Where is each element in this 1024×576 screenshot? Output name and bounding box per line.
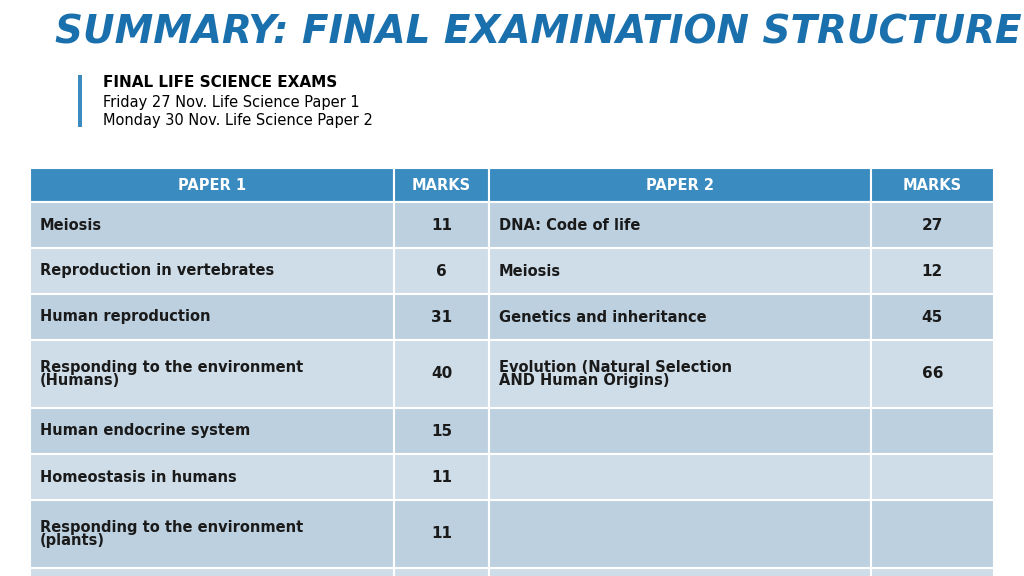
Bar <box>488 340 870 408</box>
Bar <box>394 568 488 576</box>
Bar <box>394 500 488 568</box>
Bar <box>870 340 994 408</box>
Text: PAPER 2: PAPER 2 <box>646 177 714 192</box>
Bar <box>870 454 994 500</box>
Text: (plants): (plants) <box>40 533 105 548</box>
Bar <box>30 454 394 500</box>
Text: Meiosis: Meiosis <box>499 263 561 279</box>
Bar <box>78 75 82 127</box>
Bar <box>870 568 994 576</box>
Text: AND Human Origins): AND Human Origins) <box>499 373 670 388</box>
Bar <box>394 248 488 294</box>
Text: 11: 11 <box>431 469 453 484</box>
Bar <box>870 500 994 568</box>
Bar <box>394 294 488 340</box>
Text: FINAL LIFE SCIENCE EXAMS: FINAL LIFE SCIENCE EXAMS <box>103 75 337 90</box>
Text: MARKS: MARKS <box>903 177 962 192</box>
Bar <box>870 168 994 202</box>
Bar <box>30 248 394 294</box>
Text: Human endocrine system: Human endocrine system <box>40 423 250 438</box>
Bar <box>488 408 870 454</box>
Text: 12: 12 <box>922 263 943 279</box>
Text: 27: 27 <box>922 218 943 233</box>
Bar <box>30 202 394 248</box>
Text: 66: 66 <box>922 366 943 381</box>
Bar <box>394 202 488 248</box>
Bar <box>488 294 870 340</box>
Text: 15: 15 <box>431 423 453 438</box>
Text: DNA: Code of life: DNA: Code of life <box>499 218 640 233</box>
Bar <box>488 168 870 202</box>
Text: PAPER 1: PAPER 1 <box>178 177 246 192</box>
Bar <box>870 202 994 248</box>
Bar <box>30 168 394 202</box>
Bar <box>488 202 870 248</box>
Bar <box>30 294 394 340</box>
Bar <box>488 454 870 500</box>
Text: Human reproduction: Human reproduction <box>40 309 211 324</box>
Text: 11: 11 <box>431 218 453 233</box>
Bar <box>488 500 870 568</box>
Text: Friday 27 Nov. Life Science Paper 1: Friday 27 Nov. Life Science Paper 1 <box>103 95 359 110</box>
Bar <box>394 168 488 202</box>
Text: Genetics and inheritance: Genetics and inheritance <box>499 309 707 324</box>
Text: Monday 30 Nov. Life Science Paper 2: Monday 30 Nov. Life Science Paper 2 <box>103 113 373 128</box>
Text: 6: 6 <box>436 263 447 279</box>
Bar <box>30 500 394 568</box>
Text: 40: 40 <box>431 366 453 381</box>
Text: Homeostasis in humans: Homeostasis in humans <box>40 469 237 484</box>
Bar <box>488 248 870 294</box>
Text: 11: 11 <box>431 526 453 541</box>
Text: Reproduction in vertebrates: Reproduction in vertebrates <box>40 263 274 279</box>
Bar <box>488 568 870 576</box>
Bar <box>870 408 994 454</box>
Text: Responding to the environment: Responding to the environment <box>40 360 303 375</box>
Bar <box>30 340 394 408</box>
Text: (Humans): (Humans) <box>40 373 120 388</box>
Text: MARKS: MARKS <box>412 177 471 192</box>
Text: Evolution (Natural Selection: Evolution (Natural Selection <box>499 360 732 375</box>
Text: 31: 31 <box>431 309 453 324</box>
Text: Responding to the environment: Responding to the environment <box>40 520 303 535</box>
Text: SUMMARY: FINAL EXAMINATION STRUCTURE: SUMMARY: FINAL EXAMINATION STRUCTURE <box>55 14 1022 52</box>
Bar <box>870 248 994 294</box>
Bar <box>394 454 488 500</box>
Bar <box>870 294 994 340</box>
Bar <box>30 408 394 454</box>
Text: 45: 45 <box>922 309 943 324</box>
Bar <box>394 408 488 454</box>
Bar <box>30 568 394 576</box>
Text: Meiosis: Meiosis <box>40 218 102 233</box>
Bar <box>394 340 488 408</box>
